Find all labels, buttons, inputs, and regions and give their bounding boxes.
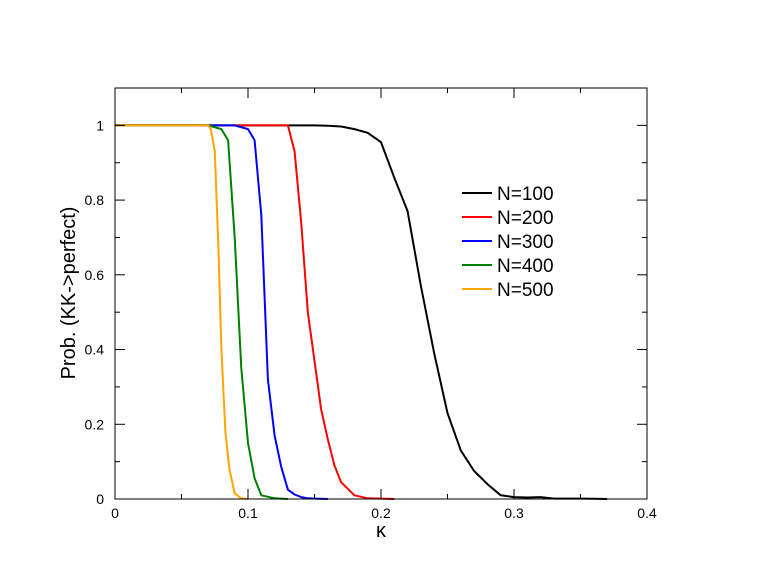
x-tick-label: 0.3 — [504, 505, 524, 521]
legend: N=100 N=200 N=300 N=400 N=500 — [462, 184, 554, 301]
x-tick-label: 0.2 — [371, 505, 391, 521]
series-line-n-300 — [115, 124, 328, 500]
y-tick-label: 0.4 — [85, 342, 105, 358]
legend-label: N=500 — [497, 280, 554, 301]
legend-label: N=300 — [497, 232, 554, 253]
y-tick-label: 0.2 — [85, 416, 105, 432]
legend-label: N=100 — [497, 184, 554, 205]
y-tick-label: 0 — [96, 491, 104, 507]
plot-frame — [114, 87, 648, 500]
x-tick-label: 0.4 — [637, 505, 657, 521]
series-line-n-400 — [115, 124, 288, 500]
axis-tick-labels: 0 0.1 0.2 0.3 0.4 0 0.2 0.4 0.6 0.8 1 — [85, 117, 657, 521]
y-axis-title: Prob. (KK->perfect) — [58, 207, 80, 380]
y-tick-label: 1 — [96, 117, 104, 133]
series-line-n-100 — [115, 124, 608, 500]
series-line-n-500 — [115, 124, 249, 500]
x-tick-label: 0 — [111, 505, 119, 521]
series-line-n-200 — [115, 124, 395, 500]
y-tick-label: 0.8 — [85, 192, 105, 208]
plot-series — [115, 124, 608, 500]
x-axis-title: κ — [376, 520, 387, 542]
axis-ticks — [114, 88, 648, 500]
y-tick-label: 0.6 — [85, 267, 105, 283]
legend-label: N=200 — [497, 208, 554, 229]
legend-label: N=400 — [497, 256, 554, 277]
x-tick-label: 0.1 — [238, 505, 258, 521]
